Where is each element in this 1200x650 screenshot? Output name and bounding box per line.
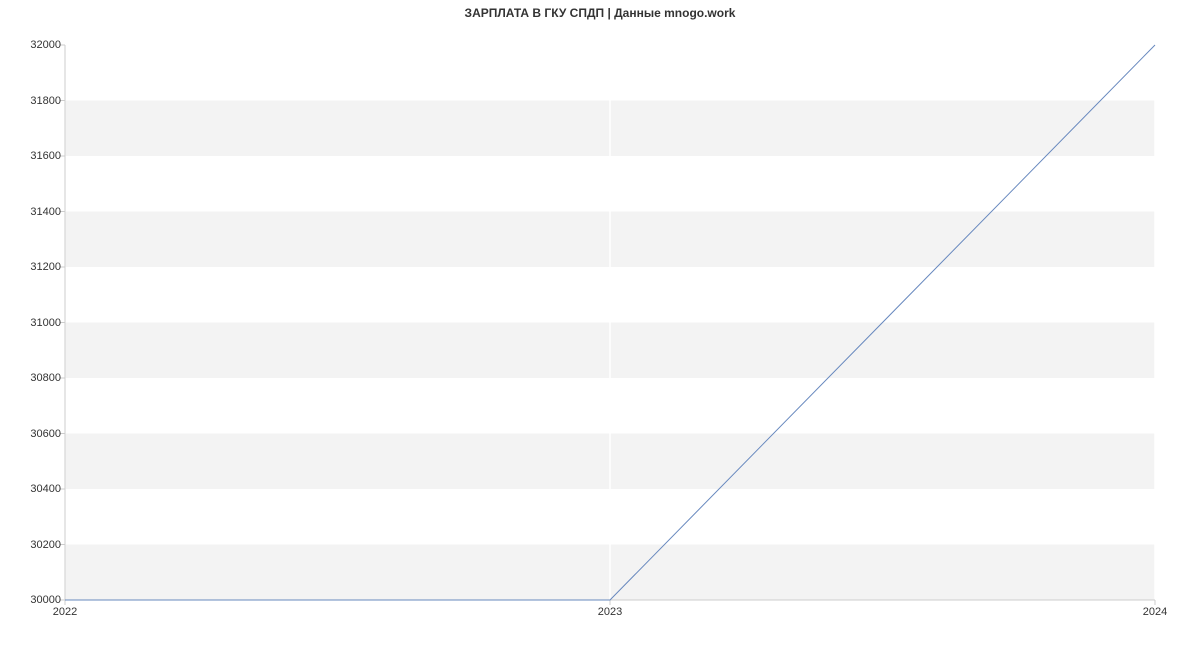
y-tick-label: 30400 — [1, 483, 61, 495]
chart-title: ЗАРПЛАТА В ГКУ СПДП | Данные mnogo.work — [0, 6, 1200, 20]
y-tick-label: 31000 — [1, 317, 61, 329]
y-tick-label: 31600 — [1, 150, 61, 162]
x-tick-label: 2023 — [598, 606, 622, 618]
x-tick-label: 2022 — [53, 606, 77, 618]
plot-area — [65, 45, 1155, 600]
y-tick-label: 32000 — [1, 39, 61, 51]
y-tick-label: 30000 — [1, 594, 61, 606]
y-tick-label: 31200 — [1, 261, 61, 273]
y-tick-label: 31400 — [1, 206, 61, 218]
x-tick-label: 2024 — [1143, 606, 1167, 618]
y-tick-label: 30200 — [1, 539, 61, 551]
y-tick-label: 30800 — [1, 372, 61, 384]
y-tick-label: 31800 — [1, 95, 61, 107]
chart-container: ЗАРПЛАТА В ГКУ СПДП | Данные mnogo.work … — [0, 0, 1200, 650]
y-tick-label: 30600 — [1, 428, 61, 440]
